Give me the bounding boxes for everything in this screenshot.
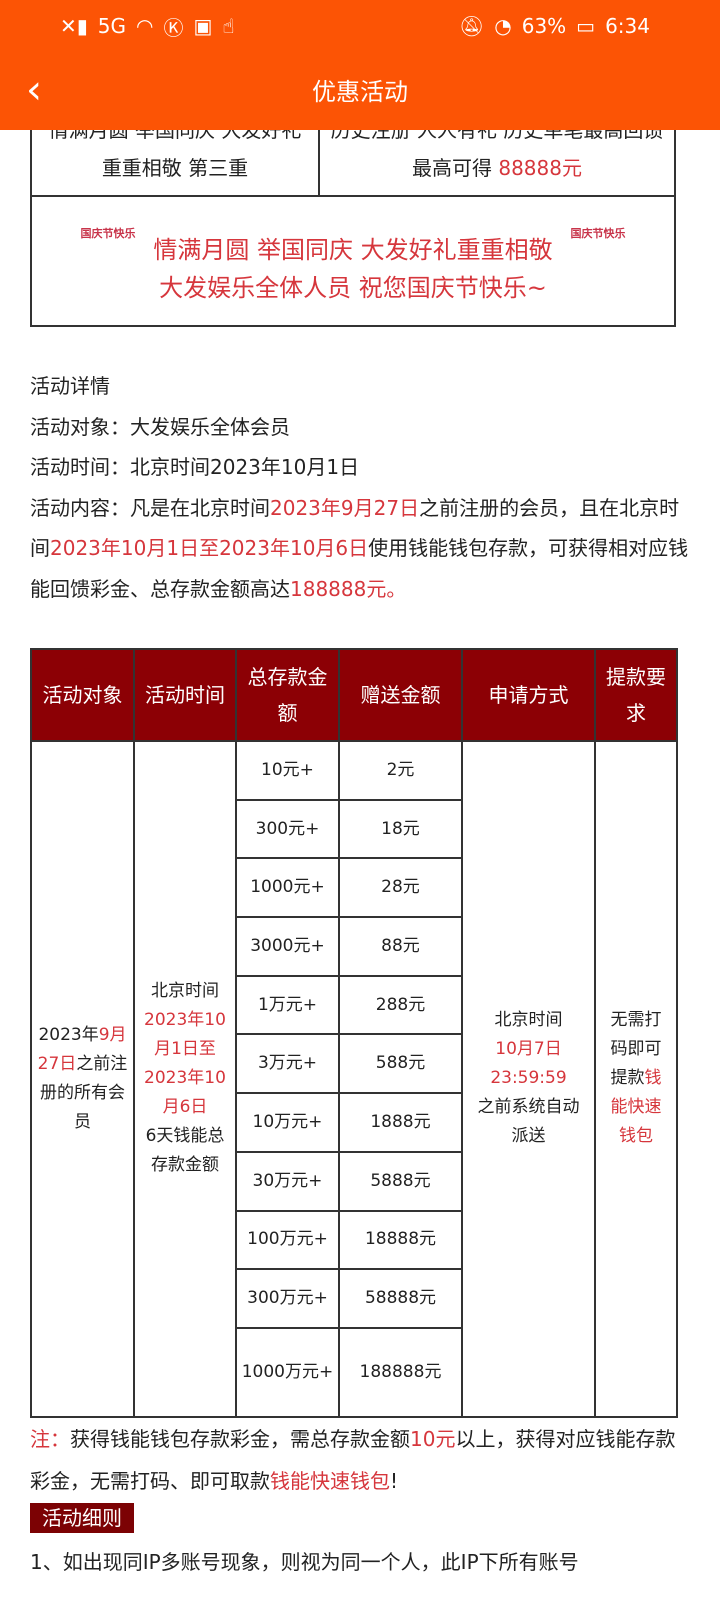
deposit-cell: 1万元+ xyxy=(235,974,340,1036)
deposit-cell: 1000元+ xyxy=(235,857,340,919)
time-cell: 北京时间 2023年10月1日至2023年10月6日 6天钱能总存款金额 xyxy=(133,740,237,1418)
hand-icon: ☝ xyxy=(222,14,235,38)
header-cell: 申请方式 xyxy=(461,648,596,742)
apply-cell: 北京时间 10月7日 23:59:59 之前系统自动派送 xyxy=(461,740,596,1418)
deposit-cell: 3万元+ xyxy=(235,1033,340,1095)
table-row: 3000元+ 88元 xyxy=(31,916,677,977)
mute-icon: 🔕︎ xyxy=(458,14,485,38)
festival-banner: 国庆节快乐 国庆节快乐 情满月圆 举国同庆 大发好礼重重相敬 大发娱乐全体人员 … xyxy=(30,195,676,327)
bonus-cell: 288元 xyxy=(338,974,463,1036)
app-icon: Ⓚ xyxy=(163,15,184,40)
wifi-icon: ◠ xyxy=(136,14,154,38)
rules-tag: 活动细则 xyxy=(30,1503,134,1533)
speed-icon: ◔ xyxy=(494,14,512,38)
deposit-cell: 1000万元+ xyxy=(235,1326,340,1418)
table-row: 300万元+ 58888元 xyxy=(31,1268,677,1329)
promo-table: 活动对象 活动时间 总存款金额 赠送金额 申请方式 提款要求 2023年9月27日之前注册的… xyxy=(30,648,678,1418)
banner-line-1: 情满月圆 举国同庆 大发好礼重重相敬 xyxy=(153,236,553,264)
status-bar: ✕▮ 5G ◠ Ⓚ ▣ ☝ 🔕︎ ◔ 63% ▭ 6:34 xyxy=(60,8,650,44)
signal-icon: ✕▮ xyxy=(60,14,88,38)
bonus-cell: 1888元 xyxy=(338,1092,463,1153)
deposit-cell: 300万元+ xyxy=(235,1268,340,1329)
bonus-cell: 18元 xyxy=(338,798,463,860)
battery-percent: 63% xyxy=(521,14,567,38)
bonus-cell: 2元 xyxy=(338,740,463,801)
bonus-cell: 588元 xyxy=(338,1033,463,1095)
bag-icon: ▣ xyxy=(193,14,213,38)
deposit-cell: 10元+ xyxy=(235,740,340,801)
deposit-cell: 10万元+ xyxy=(235,1092,340,1153)
battery-icon: ▭ xyxy=(576,14,596,38)
activity-details: 活动详情 活动对象：大发娱乐全体会员 活动时间：北京时间2023年10月1日 活… xyxy=(30,366,690,609)
bonus-cell: 18888元 xyxy=(338,1209,463,1271)
header-cell: 总存款金额 xyxy=(235,648,340,742)
table-row: 1万元+ 288元 xyxy=(31,974,677,1036)
note: 注：获得钱能钱包存款彩金，需总存款金额10元以上，获得对应钱能存款彩金，无需打码… xyxy=(30,1427,676,1493)
table-row: 3万元+ 588元 xyxy=(31,1033,677,1095)
page-title: 优惠活动 xyxy=(312,78,408,106)
rule-item-1: 1、如出现同IP多账号现象，则视为同一个人，此IP下所有账号 xyxy=(30,1550,579,1574)
target-cell: 2023年9月27日之前注册的所有会员 xyxy=(30,740,135,1418)
clock: 6:34 xyxy=(605,14,650,38)
back-chevron-icon[interactable]: ‹ xyxy=(26,67,42,113)
bonus-cell: 5888元 xyxy=(338,1150,463,1212)
table-row: 300元+ 18元 xyxy=(31,798,677,860)
bonus-cell: 188888元 xyxy=(338,1326,463,1418)
header-cell: 赠送金额 xyxy=(338,648,463,742)
festival-stamp-left: 国庆节快乐 xyxy=(80,227,136,240)
header-cell: 活动对象 xyxy=(30,648,135,742)
deposit-cell: 30万元+ xyxy=(235,1150,340,1212)
details-heading: 活动详情 xyxy=(30,374,110,398)
withdraw-cell: 无需打码即可提款钱能快速钱包 xyxy=(594,740,678,1418)
network-label: 5G xyxy=(97,14,126,38)
bonus-cell: 28元 xyxy=(338,857,463,919)
table-row: 2023年9月27日之前注册的所有会员 北京时间 2023年10月1日至2023年1… xyxy=(30,740,678,1418)
details-target: 活动对象：大发娱乐全体会员 xyxy=(30,414,290,439)
table-row: 10万元+ 1888元 xyxy=(31,1092,677,1153)
header-cell: 提款要求 xyxy=(594,648,678,742)
header-cell: 活动时间 xyxy=(133,648,237,742)
deposit-cell: 300元+ xyxy=(235,798,340,860)
table-row: 30万元+ 5888元 xyxy=(31,1150,677,1212)
app-header: ✕▮ 5G ◠ Ⓚ ▣ ☝ 🔕︎ ◔ 63% ▭ 6:34 ‹ 优惠活动 xyxy=(0,0,720,130)
table-row: 1000万元+ 188888元 xyxy=(31,1326,677,1418)
bonus-cell: 58888元 xyxy=(338,1268,463,1329)
table-row: 1000元+ 28元 xyxy=(31,857,677,919)
table-row: 100万元+ 18888元 xyxy=(31,1209,677,1271)
banner-line-2: 大发娱乐全体人员 祝您国庆节快乐~ xyxy=(159,274,547,302)
festival-stamp-right: 国庆节快乐 xyxy=(570,227,626,240)
deposit-cell: 3000元+ xyxy=(235,916,340,977)
details-time: 活动时间：北京时间2023年10月1日 xyxy=(30,455,360,479)
deposit-cell: 100万元+ xyxy=(235,1209,340,1271)
bonus-cell: 88元 xyxy=(338,916,463,977)
details-content: 活动内容：凡是在北京时间2023年9月27日之前注册的会员，且在北京时间2023… xyxy=(30,495,689,601)
